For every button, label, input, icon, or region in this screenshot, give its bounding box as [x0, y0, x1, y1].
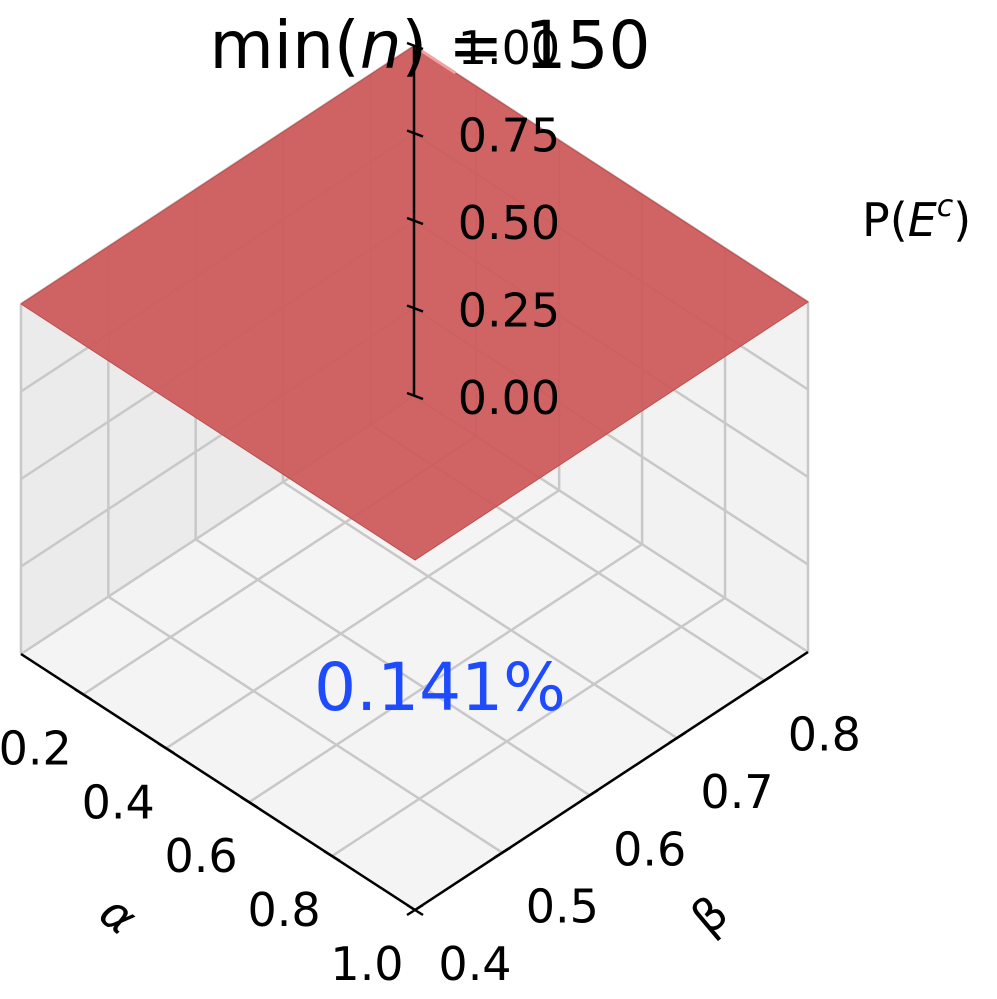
z-axis-label: P(Ec)	[862, 189, 971, 247]
tick-labels: 0.20.40.60.81.0 0.40.50.60.70.80.000.250.…	[0, 21, 861, 991]
z-tick-label: 0.00	[458, 371, 560, 425]
beta-tick-label: 0.7	[700, 765, 773, 819]
grid-line-beta-floor	[282, 480, 678, 740]
alpha-tick-label: 1.0	[330, 937, 403, 991]
beta-tick-label: 0.8	[788, 708, 861, 762]
beta-tick-label: 0.4	[438, 937, 511, 991]
grid-line-alpha-floor	[248, 543, 643, 804]
beta-tick	[581, 789, 599, 802]
z-tick	[406, 304, 424, 313]
z-tick-label: 0.75	[458, 109, 560, 163]
z-tick-label: 0.25	[458, 284, 560, 338]
alpha-tick	[74, 688, 92, 701]
z-tick-label: 1.00	[458, 21, 560, 75]
beta-tick-label: 0.6	[613, 822, 686, 876]
x-axis-label: α	[90, 884, 147, 945]
beta-tick	[406, 903, 424, 917]
beta-tick	[668, 731, 686, 745]
alpha-tick-label: 0.6	[165, 829, 238, 883]
chart-title: min(n) = 150	[209, 7, 650, 84]
alpha-tick-label: 0.8	[247, 883, 320, 937]
beta-tick-label: 0.5	[526, 880, 599, 934]
alpha-tick	[240, 796, 258, 809]
z-tick	[406, 129, 424, 138]
beta-tick	[493, 846, 511, 859]
alpha-tick	[157, 742, 175, 755]
tick-marks	[74, 41, 773, 917]
z-tick	[406, 41, 424, 51]
beta-tick	[755, 674, 773, 687]
z-tick	[406, 391, 424, 401]
grid-line-beta-floor	[107, 595, 504, 854]
grid-line-alpha-floor	[331, 597, 726, 858]
y-axis-label: β	[681, 885, 738, 945]
grid-line-beta-floor	[194, 538, 591, 797]
alpha-tick	[323, 850, 341, 863]
grid-line-alpha-floor	[165, 489, 560, 750]
alpha-tick-label: 0.4	[82, 775, 155, 829]
alpha-tick-label: 0.2	[0, 721, 72, 775]
z-tick	[406, 216, 424, 226]
beta-axis-line	[414, 650, 809, 912]
surface-edge-highlight	[413, 44, 457, 75]
z-tick-label: 0.50	[458, 196, 560, 250]
percentage-annotation: 0.141%	[314, 649, 566, 726]
